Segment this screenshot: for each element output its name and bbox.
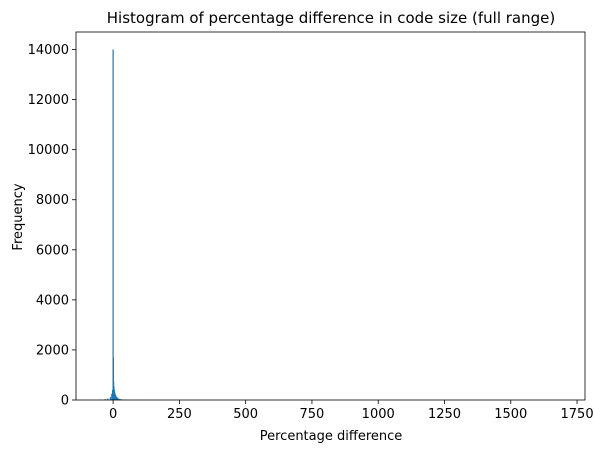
y-tick-label-6: 12000 <box>28 93 69 108</box>
histogram-bar-4 <box>107 398 109 400</box>
histogram-bar-5 <box>109 397 112 400</box>
x-tick-label-7: 1750 <box>561 407 594 422</box>
histogram-bars <box>86 49 565 401</box>
y-axis-label: Frequency <box>11 183 26 250</box>
y-tick-label-1: 2000 <box>36 343 69 358</box>
histogram-bar-3 <box>104 399 106 400</box>
x-tick-label-5: 1250 <box>428 407 461 422</box>
y-tick-label-5: 10000 <box>28 143 69 158</box>
histogram-bar-23 <box>117 398 120 400</box>
x-tick-label-6: 1500 <box>494 407 527 422</box>
plot-frame <box>75 31 586 401</box>
x-axis-ticks: 0 250 500 750 1000 1250 1500 1750 <box>109 400 594 422</box>
histogram-bar-9 <box>112 357 114 400</box>
histogram-bar-6 <box>111 393 113 400</box>
x-tick-label-2: 500 <box>233 407 258 422</box>
y-tick-label-0: 0 <box>61 394 69 409</box>
y-tick-label-3: 6000 <box>36 243 69 258</box>
y-tick-label-7: 14000 <box>28 43 69 58</box>
x-tick-label-4: 1000 <box>362 407 395 422</box>
y-tick-label-4: 8000 <box>36 193 69 208</box>
x-axis-label: Percentage difference <box>260 429 403 444</box>
y-tick-label-2: 4000 <box>36 293 69 308</box>
x-tick-label-1: 250 <box>167 407 192 422</box>
chart-title: Histogram of percentage difference in co… <box>107 9 555 27</box>
y-axis-ticks: 0 2000 4000 6000 8000 10000 12000 14000 <box>28 43 76 409</box>
x-tick-label-3: 750 <box>300 407 325 422</box>
histogram-bar-8 <box>112 49 114 401</box>
histogram-bar-24 <box>119 399 121 400</box>
x-tick-label-0: 0 <box>109 407 117 422</box>
